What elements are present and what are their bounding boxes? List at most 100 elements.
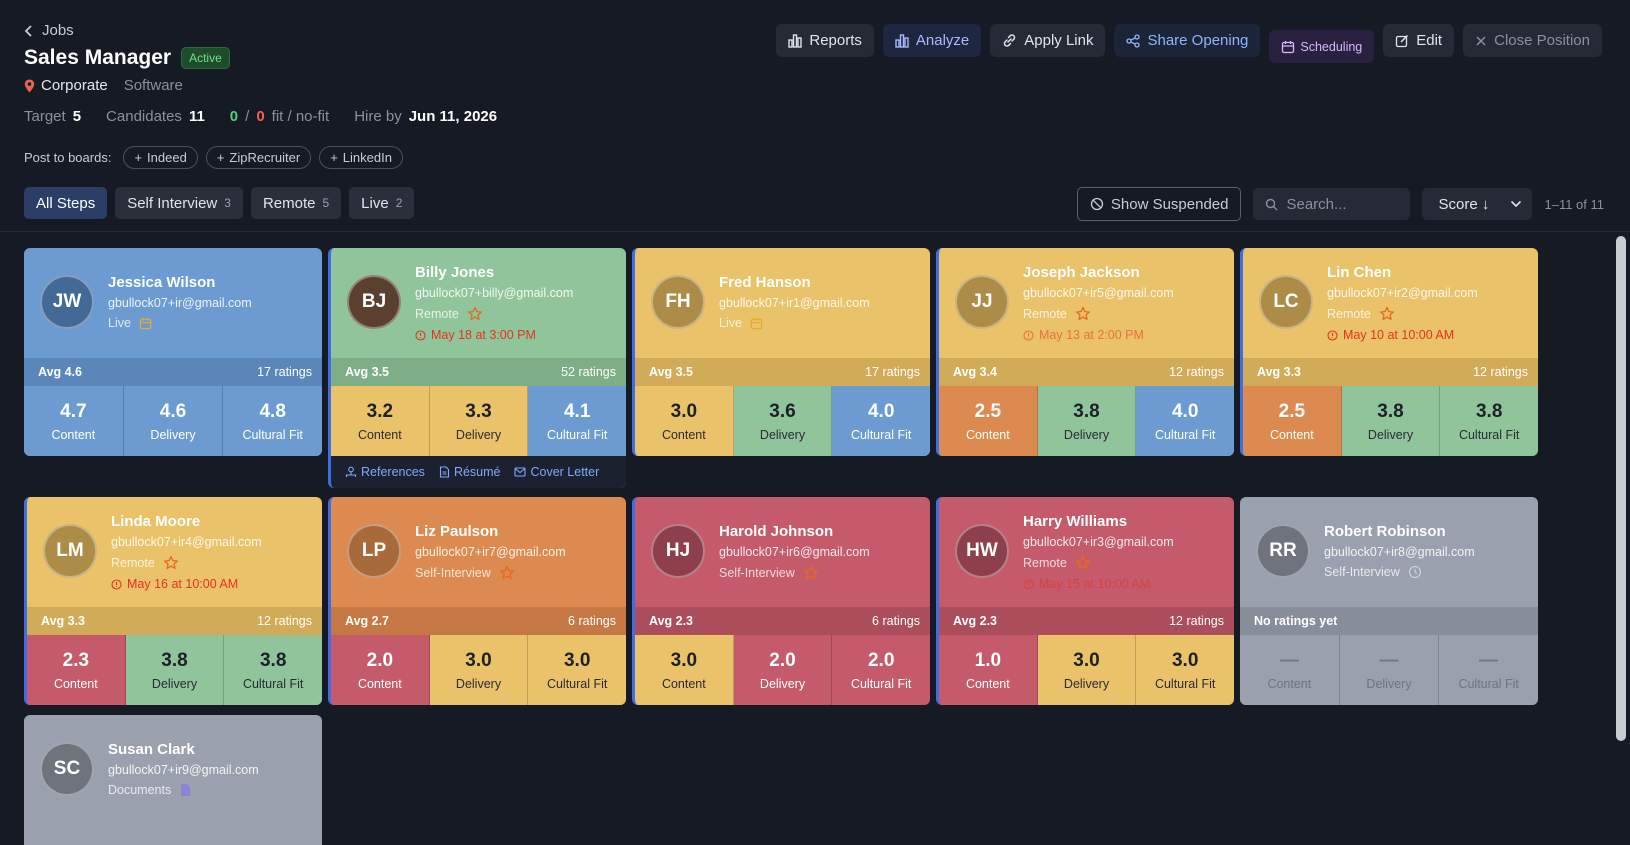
board-ziprecruiter-button[interactable]: + ZipRecruiter [205, 146, 312, 169]
show-suspended-button[interactable]: Show Suspended [1076, 187, 1242, 221]
status-badge: Active [181, 47, 230, 69]
scrollbar[interactable] [1616, 236, 1626, 741]
score-label: Delivery [759, 427, 806, 442]
search-input[interactable] [1286, 195, 1397, 213]
ratings-count: 52 ratings [561, 365, 616, 379]
candidate-card[interactable]: JJ Joseph Jackson gbullock07+ir5@gmail.com… [936, 248, 1234, 456]
candidate-header: SC Susan Clark gbullock07+ir9@gmail.com Doc… [24, 715, 322, 825]
score-label: Content [1267, 676, 1312, 691]
avatar-initials: LM [56, 540, 84, 561]
candidate-email: gbullock07+ir4@gmail.com [111, 535, 262, 549]
references-icon [345, 466, 357, 478]
board-label: LinkedIn [342, 150, 392, 165]
score-label: Content [51, 427, 96, 442]
location-label: Corporate [41, 77, 108, 94]
board-linkedin-button[interactable]: + LinkedIn [319, 146, 403, 169]
score-cell-cultural: 4.0 Cultural Fit [1136, 386, 1234, 456]
references-link[interactable]: References [345, 465, 425, 479]
tab-self-interview[interactable]: Self Interview 3 [115, 187, 243, 219]
score-breakdown: 3.2 Content 3.3 Delivery 4.1 Cultural Fit [331, 386, 626, 456]
tab-all-steps[interactable]: All Steps [24, 187, 108, 219]
share-opening-button[interactable]: Share Opening [1114, 24, 1261, 57]
star-icon[interactable] [467, 306, 483, 322]
scheduling-button[interactable]: Scheduling [1269, 30, 1375, 63]
score-value: 3.0 [1073, 649, 1100, 671]
star-icon[interactable] [163, 555, 179, 571]
candidate-card[interactable]: LM Linda Moore gbullock07+ir4@gmail.com Rem… [24, 497, 322, 705]
candidate-name[interactable]: Linda Moore [111, 513, 201, 530]
back-link[interactable]: Jobs [24, 22, 74, 39]
pagination-range: 1–11 of 11 [1544, 196, 1604, 212]
candidate-name[interactable]: Harold Johnson [719, 523, 834, 540]
average-score: Avg 3.4 [953, 365, 998, 379]
target-value: 5 [72, 108, 82, 125]
avatar-initials: JJ [971, 291, 993, 312]
candidate-card[interactable]: HJ Harold Johnson gbullock07+ir6@gmail.com… [632, 497, 930, 705]
star-icon[interactable] [1075, 555, 1091, 571]
cover-letter-link[interactable]: Cover Letter [514, 465, 599, 479]
candidate-name[interactable]: Liz Paulson [415, 523, 499, 540]
score-value: 3.2 [366, 400, 394, 422]
score-label: Cultural Fit [1458, 427, 1520, 442]
rating-summary: Avg 2.3 12 ratings [939, 607, 1234, 635]
candidate-name[interactable]: Susan Clark [108, 741, 195, 758]
candidate-header: LM Linda Moore gbullock07+ir4@gmail.com Rem… [27, 497, 322, 607]
candidate-card[interactable]: LC Lin Chen gbullock07+ir2@gmail.com Remote… [1240, 248, 1538, 456]
ratings-count: 12 ratings [1473, 365, 1528, 379]
candidate-name[interactable]: Fred Hanson [719, 274, 811, 291]
clock-icon[interactable] [1408, 565, 1422, 579]
edit-button[interactable]: Edit [1383, 24, 1455, 57]
candidate-stage: Self-Interview [415, 566, 491, 580]
candidate-card[interactable]: FH Fred Hanson gbullock07+ir1@gmail.com Liv… [632, 248, 930, 456]
average-score: Avg 3.3 [41, 614, 86, 628]
score-cell-cultural: — Cultural Fit [1439, 635, 1538, 705]
candidate-name[interactable]: Harry Williams [1023, 513, 1128, 530]
board-indeed-button[interactable]: + Indeed [123, 146, 198, 169]
link-icon [1004, 34, 1016, 47]
score-label: Cultural Fit [546, 676, 608, 691]
candidate-card[interactable]: SC Susan Clark gbullock07+ir9@gmail.com Doc… [24, 715, 322, 845]
score-value: 4.1 [563, 400, 591, 422]
candidate-name[interactable]: Joseph Jackson [1023, 264, 1140, 281]
tab-live[interactable]: Live 2 [349, 187, 415, 219]
score-cell-content: 2.5 Content [939, 386, 1038, 456]
score-label: Cultural Fit [850, 427, 912, 442]
resume-link[interactable]: Résumé [439, 465, 500, 479]
star-icon[interactable] [499, 565, 515, 581]
apply-link-button[interactable]: Apply Link [990, 24, 1106, 57]
candidate-card[interactable]: BJ Billy Jones gbullock07+billy@gmail.com R… [328, 248, 626, 488]
analyze-label: Analyze [915, 32, 970, 49]
score-cell-delivery: 3.0 Delivery [429, 635, 529, 705]
candidate-name[interactable]: Billy Jones [415, 264, 495, 281]
candidate-card[interactable]: JW Jessica Wilson gbullock07+ir@gmail.com L… [24, 248, 322, 456]
score-label: Delivery [151, 676, 198, 691]
candidate-email: gbullock07+ir2@gmail.com [1327, 286, 1478, 300]
star-icon[interactable] [803, 565, 819, 581]
candidate-name[interactable]: Lin Chen [1327, 264, 1392, 281]
calendar-icon[interactable] [750, 317, 763, 330]
score-cell-content: 3.0 Content [635, 386, 734, 456]
candidate-card[interactable]: RR Robert Robinson gbullock07+ir8@gmail.co… [1240, 497, 1538, 705]
candidate-name[interactable]: Jessica Wilson [108, 274, 216, 291]
score-label: Delivery [455, 676, 502, 691]
calendar-icon[interactable] [139, 317, 152, 330]
star-icon[interactable] [1379, 306, 1395, 322]
department-label: Software [123, 77, 183, 94]
star-icon[interactable] [1075, 306, 1091, 322]
analyze-button[interactable]: Analyze [882, 24, 982, 57]
sort-select[interactable]: Score ↓ [1422, 188, 1533, 220]
document-icon[interactable] [179, 783, 191, 797]
schedule-time: May 18 at 3:00 PM [431, 328, 536, 342]
map-pin-icon [24, 79, 35, 92]
score-value: 1.0 [974, 649, 1002, 671]
reports-button[interactable]: Reports [776, 24, 874, 57]
candidate-card[interactable]: HW Harry Williams gbullock07+ir3@gmail.com… [936, 497, 1234, 705]
rating-summary: Avg 4.6 17 ratings [24, 358, 322, 386]
candidate-card[interactable]: LP Liz Paulson gbullock07+ir7@gmail.com Sel… [328, 497, 626, 705]
candidate-header: BJ Billy Jones gbullock07+billy@gmail.com R… [331, 248, 626, 358]
alert-clock-icon [111, 578, 122, 590]
tab-remote[interactable]: Remote 5 [250, 187, 342, 219]
candidate-stage: Remote [1327, 307, 1371, 321]
close-position-button[interactable]: Close Position [1463, 24, 1602, 57]
candidate-name[interactable]: Robert Robinson [1324, 523, 1446, 540]
